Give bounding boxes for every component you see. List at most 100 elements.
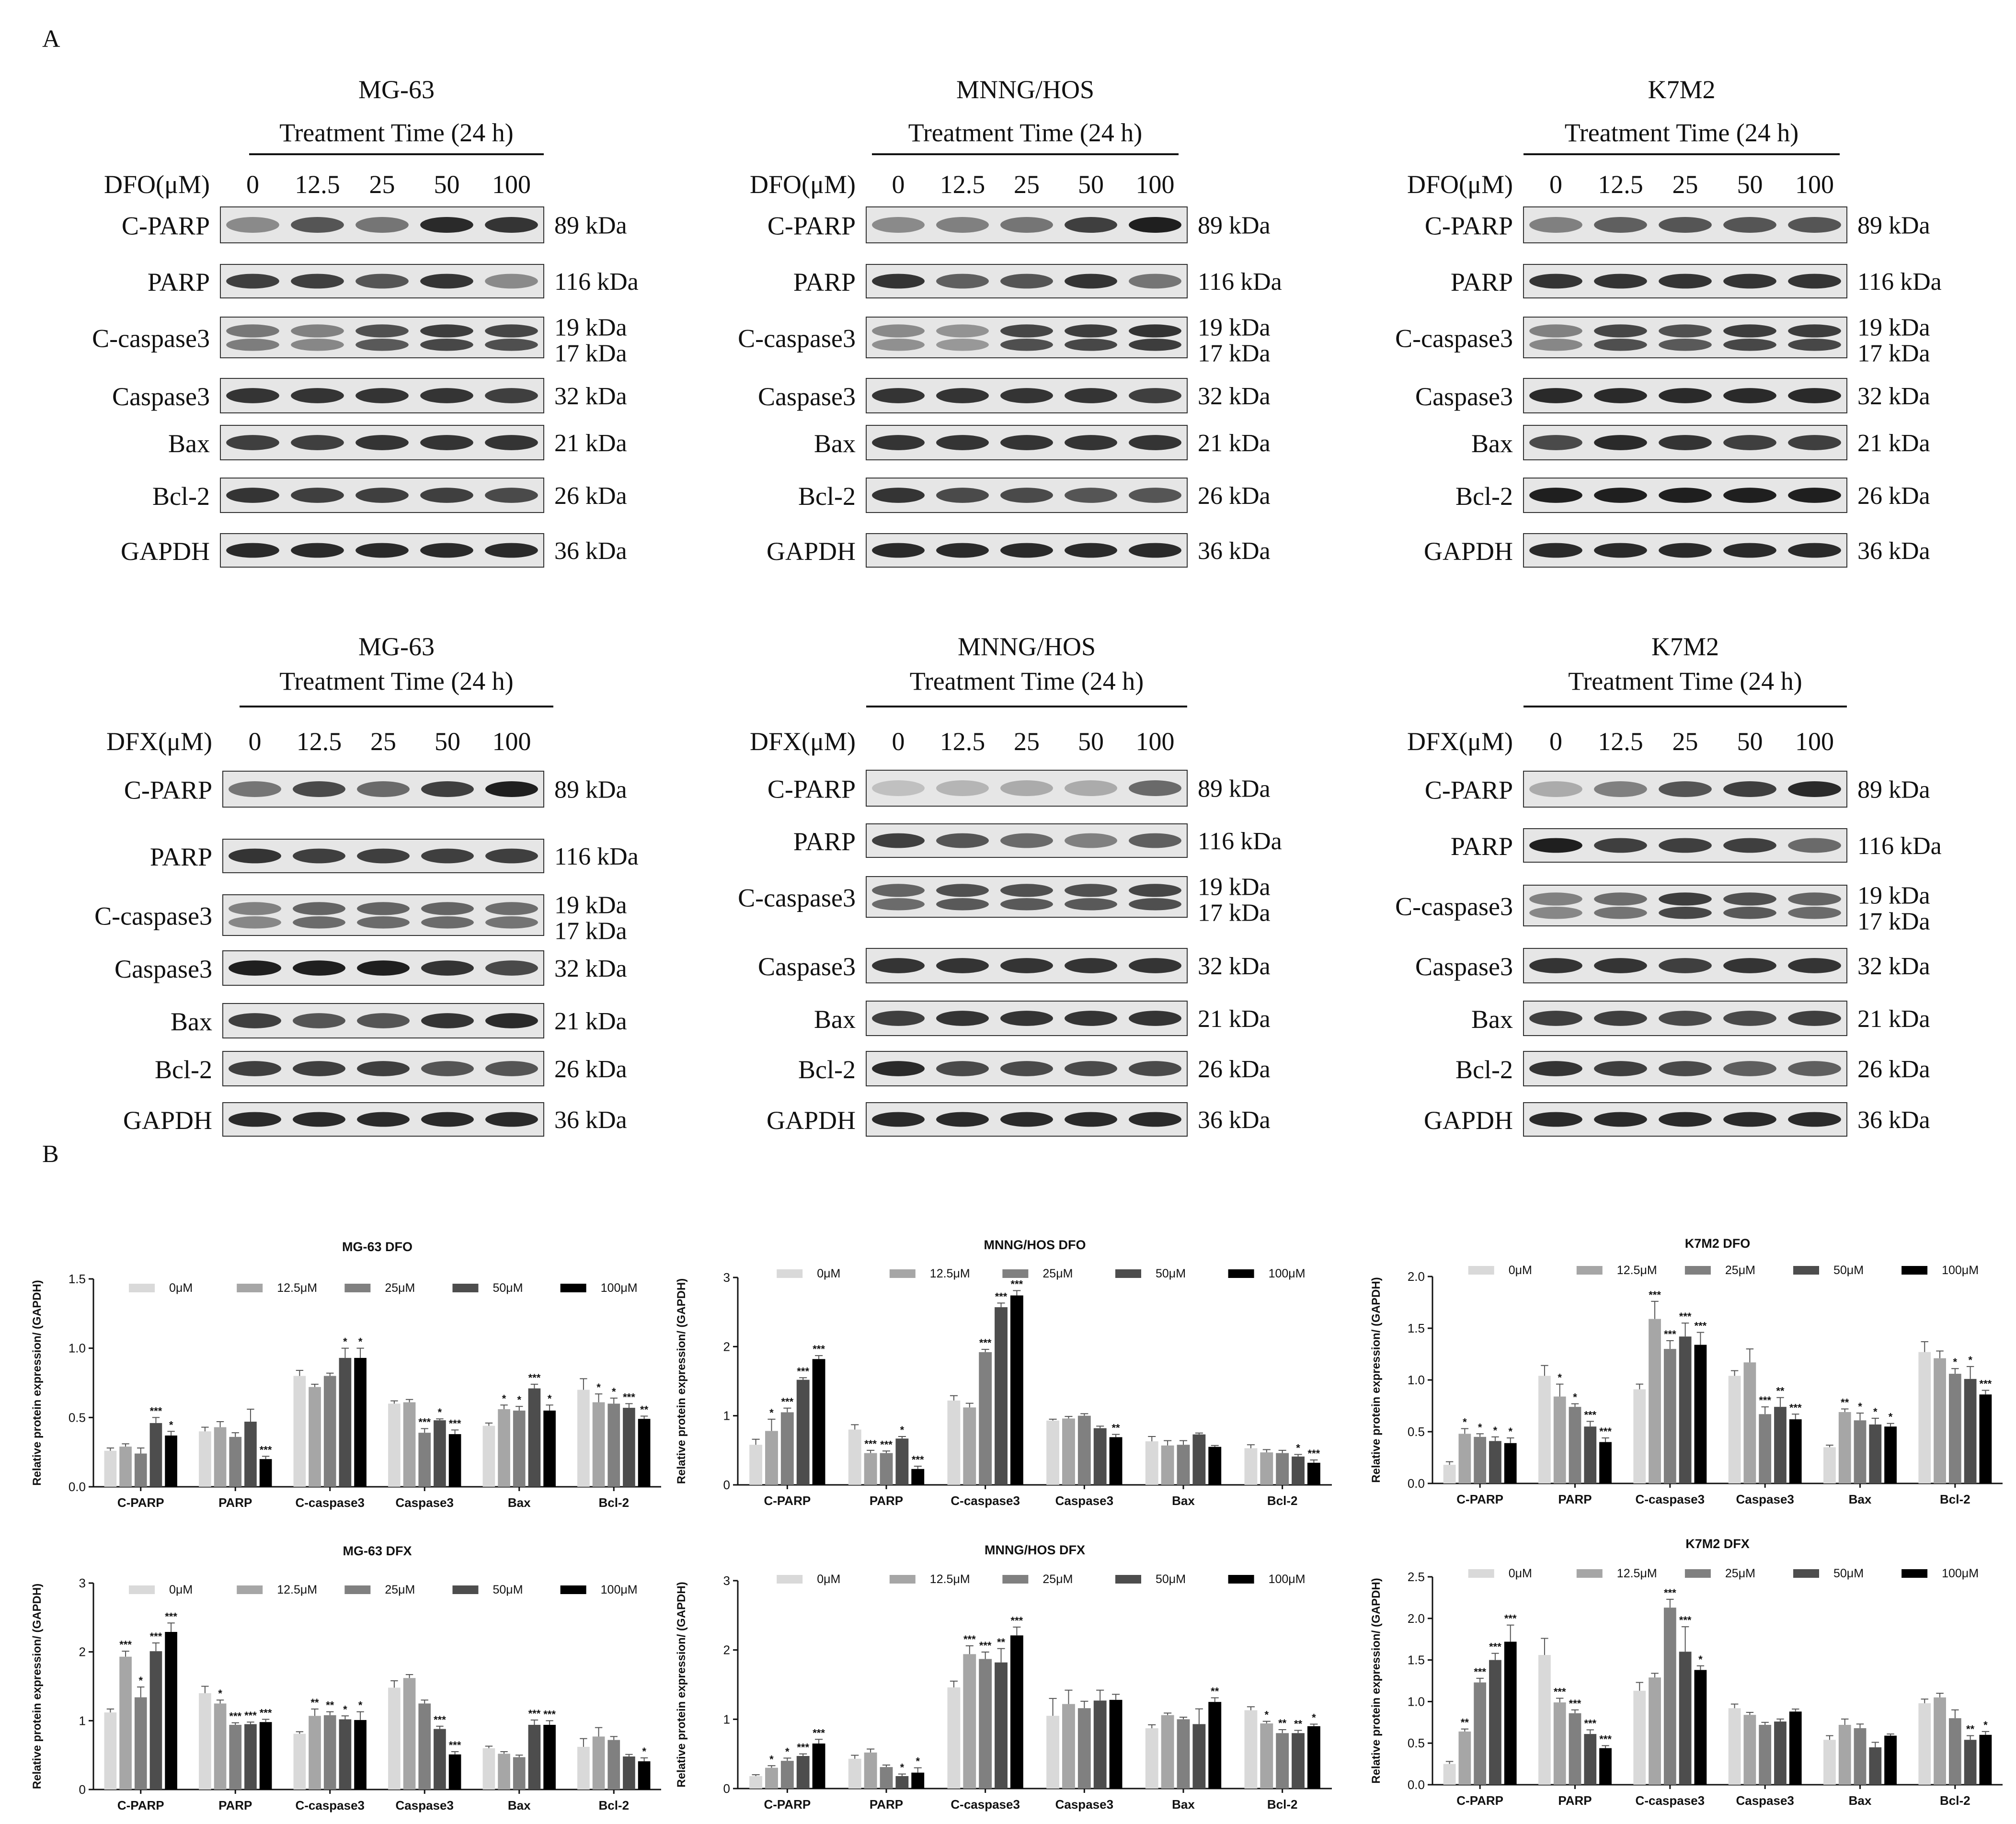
blot-band (872, 324, 925, 338)
blot-band (1000, 388, 1053, 403)
blot-dose-value: 25 (1672, 170, 1698, 199)
blot-protein-label: C-PARP (767, 775, 856, 804)
bar (214, 1703, 227, 1790)
significance-marker: * (169, 1419, 173, 1431)
blot-band (293, 848, 345, 864)
blot-band (1723, 488, 1776, 503)
chart-y-tick-label: 1.5 (69, 1272, 86, 1286)
chart-category-label: Bax (1172, 1797, 1195, 1812)
blot-row: C-PARP 89 kDa (767, 206, 1271, 243)
blot-protein-label: Bcl-2 (798, 482, 856, 511)
blot-dose-value: 12.5 (297, 727, 342, 756)
bar (323, 1376, 336, 1487)
blot-dose-value: 12.5 (940, 727, 985, 756)
blot-band (1065, 833, 1117, 848)
blot-panel: MG-63 Treatment Time (24 h) DFO(μM) 0 12.5 25… (92, 75, 639, 568)
significance-marker: *** (449, 1739, 461, 1751)
chart-category-label: Bax (1172, 1493, 1195, 1508)
blot-kda-label: 19 kDa (554, 892, 627, 919)
significance-marker: *** (1759, 1394, 1771, 1406)
blot-row: GAPDH 36 kDa (121, 533, 627, 568)
bar (1694, 1345, 1707, 1483)
chart-category-label: Caspase3 (1055, 1493, 1113, 1508)
blot-row: Bax 21 kDa (1471, 1001, 1930, 1036)
significance-marker: *** (880, 1438, 893, 1450)
blot-band (1659, 339, 1712, 351)
significance-marker: * (438, 1406, 442, 1418)
bar (418, 1433, 431, 1487)
bar (1538, 1376, 1551, 1483)
blot-protein-label: GAPDH (123, 1106, 212, 1135)
blot-band (226, 324, 279, 338)
bar (1192, 1434, 1206, 1485)
blot-band (421, 1061, 474, 1076)
significance-marker: ** (1776, 1385, 1785, 1397)
blot-cell-title: K7M2 (1648, 75, 1715, 104)
bar (513, 1410, 526, 1487)
blot-protein-label: Caspase3 (1415, 382, 1513, 411)
blot-band (291, 388, 344, 403)
bar (498, 1409, 510, 1487)
blot-band (226, 435, 279, 450)
bar (1244, 1448, 1258, 1485)
blot-dose-value: 12.5 (1598, 170, 1643, 199)
bar (1538, 1655, 1551, 1785)
blot-band (872, 833, 925, 848)
blot-band (1129, 435, 1181, 450)
significance-marker: *** (1011, 1615, 1023, 1627)
blot-band (1529, 274, 1582, 289)
bar (199, 1431, 211, 1487)
blot-row: PARP 116 kDa (1451, 264, 1942, 298)
bar (577, 1746, 590, 1790)
blot-kda-label: 89 kDa (1198, 775, 1271, 803)
blot-band (1000, 217, 1053, 233)
blot-row: PARP 116 kDa (150, 839, 639, 873)
blot-band (1723, 543, 1776, 558)
bar (979, 1659, 992, 1789)
bar (323, 1715, 336, 1790)
panel-label-a: A (42, 25, 60, 53)
blot-kda-label: 36 kDa (554, 537, 627, 565)
blot-kda-label: 36 kDa (1857, 1106, 1930, 1134)
bar (796, 1379, 810, 1485)
significance-marker: ** (1211, 1685, 1219, 1697)
bar (1599, 1442, 1612, 1483)
blot-protein-label: Bax (1471, 429, 1513, 458)
bar (1649, 1677, 1661, 1785)
bar (911, 1772, 925, 1789)
significance-marker: *** (864, 1438, 877, 1450)
blot-band (1129, 217, 1181, 233)
significance-marker: * (1478, 1421, 1482, 1433)
significance-marker: * (900, 1762, 905, 1774)
legend-label: 25μM (385, 1583, 415, 1596)
blot-row: PARP 116 kDa (148, 264, 639, 298)
chart-y-axis-label: Relative protein expression/ (GAPDH) (1370, 1277, 1383, 1482)
blot-band (1659, 892, 1712, 906)
blot-dose-value: 0 (1549, 170, 1562, 199)
significance-marker: *** (912, 1454, 924, 1466)
blot-band (420, 339, 473, 351)
chart-y-axis-label: Relative protein expression/ (GAPDH) (675, 1582, 688, 1787)
blot-band (1529, 892, 1582, 906)
blot-kda-label: 26 kDa (1198, 1056, 1271, 1083)
blot-protein-label: Bcl-2 (1455, 482, 1513, 511)
significance-marker: *** (260, 1444, 272, 1456)
bar (448, 1754, 461, 1790)
chart-y-tick-label: 2 (723, 1339, 730, 1354)
bar (1743, 1715, 1756, 1785)
legend-label: 0μM (1509, 1264, 1532, 1277)
blot-band (936, 435, 989, 450)
chart-title: K7M2 DFX (1685, 1537, 1750, 1551)
blot-band (485, 902, 538, 915)
bar (199, 1693, 211, 1790)
blot-kda-label: 32 kDa (554, 955, 627, 982)
blot-band (1129, 1061, 1181, 1076)
blot-band (226, 339, 279, 351)
blot-band (1065, 388, 1117, 403)
blot-band (1529, 388, 1582, 403)
blot-band (229, 848, 281, 864)
blot-band (1594, 907, 1647, 919)
blot-band (229, 1061, 281, 1076)
